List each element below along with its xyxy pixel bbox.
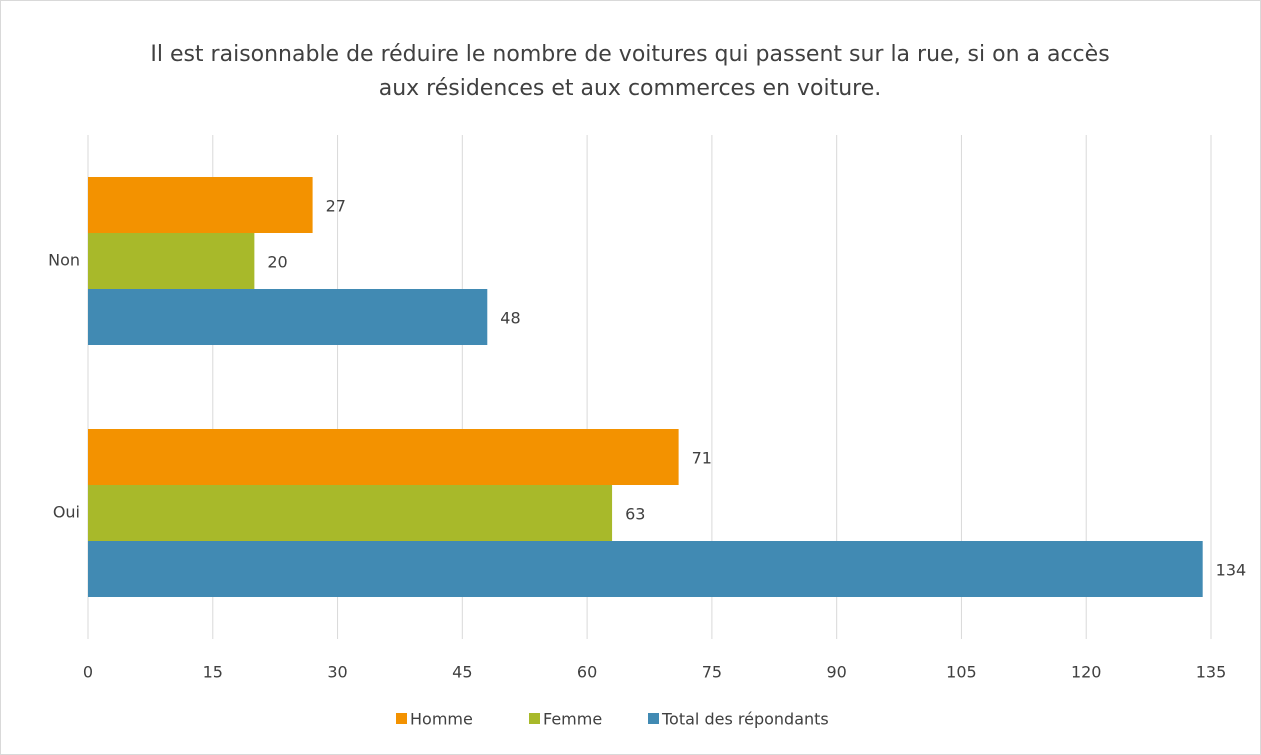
x-tick-label: 30: [327, 663, 347, 682]
y-tick-label: Oui: [53, 503, 80, 522]
y-tick-label: Non: [48, 251, 80, 270]
data-label: 71: [692, 449, 712, 468]
data-label: 48: [500, 309, 520, 328]
bar: [88, 485, 613, 541]
data-label: 27: [326, 197, 346, 216]
bar: [88, 541, 1203, 597]
x-tick-label: 135: [1196, 663, 1227, 682]
x-tick-label: 60: [577, 663, 597, 682]
bar: [88, 177, 313, 233]
x-tick-label: 120: [1071, 663, 1102, 682]
legend-label: Femme: [543, 710, 602, 729]
x-tick-label: 75: [702, 663, 722, 682]
x-tick-label: 90: [826, 663, 846, 682]
chart-title: Il est raisonnable de réduire le nombre …: [150, 42, 1110, 101]
x-tick-label: 15: [203, 663, 223, 682]
bar: [88, 289, 488, 345]
legend-label: Homme: [410, 710, 473, 729]
legend-swatch: [648, 713, 659, 724]
bar: [88, 233, 255, 289]
bar: [88, 429, 679, 485]
data-label: 20: [267, 253, 287, 272]
data-label: 63: [625, 505, 645, 524]
data-label: 134: [1216, 561, 1247, 580]
legend-swatch: [396, 713, 407, 724]
x-tick-label: 0: [83, 663, 93, 682]
x-tick-label: 105: [946, 663, 977, 682]
legend-label: Total des répondants: [661, 710, 829, 729]
x-tick-label: 45: [452, 663, 472, 682]
legend-swatch: [529, 713, 540, 724]
